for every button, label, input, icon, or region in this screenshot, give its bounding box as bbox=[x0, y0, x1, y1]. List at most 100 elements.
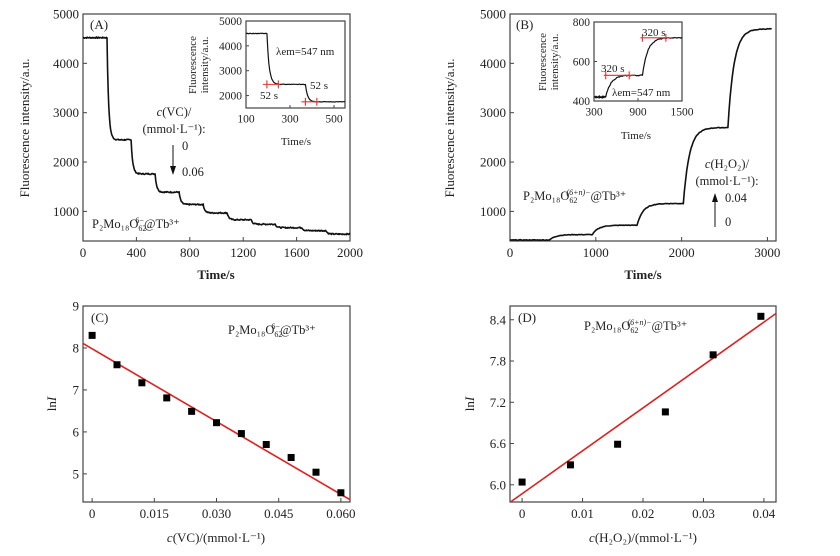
x-tick-label: 2000 bbox=[669, 245, 695, 260]
x-tick-label: 300 bbox=[585, 107, 603, 119]
x-tick-label: 1200 bbox=[230, 245, 256, 260]
panel-d: 0 0.01 0.02 0.03 0.04 6.0 6.6 7.2 7.8 8.4 (D) P₂M… bbox=[462, 305, 777, 545]
panel-b-inset: 300 900 1500 400 600 800 Fluorescence intensi… bbox=[537, 17, 694, 142]
y-tick-label: 4000 bbox=[480, 56, 506, 71]
y-tick-label: 8.4 bbox=[490, 312, 507, 327]
panel-b-inset-response-marks bbox=[603, 33, 672, 80]
x-tick-label: 500 bbox=[325, 114, 343, 126]
y-tick-label: 1000 bbox=[480, 204, 506, 219]
panel-d-frame bbox=[509, 305, 777, 503]
x-tick-label: 0.060 bbox=[326, 506, 355, 521]
x-tick-label: 0 bbox=[519, 506, 526, 521]
y-tick-label: 2000 bbox=[219, 91, 242, 103]
panel-c-species-label: P₂Mo₁₈O626−@Tb³⁺ bbox=[228, 322, 316, 339]
panel-a-inset-trace bbox=[245, 32, 345, 103]
x-tick-label: 0 bbox=[89, 506, 96, 521]
x-tick-label: 1500 bbox=[671, 107, 694, 119]
y-tick-label: 2000 bbox=[53, 155, 79, 170]
panel-b-inset-ticks: 300 900 1500 400 600 800 bbox=[573, 17, 694, 118]
panel-a-conc-start: 0 bbox=[182, 139, 188, 153]
y-tick-label: 6.6 bbox=[490, 436, 507, 451]
y-tick-label: 4000 bbox=[219, 41, 242, 53]
panel-d-ticks: 0 0.01 0.02 0.03 0.04 6.0 6.6 7.2 7.8 8.4 bbox=[490, 312, 776, 521]
y-tick-label: 9 bbox=[73, 299, 80, 314]
x-tick-label: 800 bbox=[180, 245, 200, 260]
panel-a-inset-response-1: 52 s bbox=[260, 90, 278, 102]
panel-c-ylabel: lnI bbox=[44, 396, 59, 411]
data-point bbox=[163, 394, 171, 402]
panel-b-trace bbox=[509, 27, 772, 242]
data-point bbox=[757, 312, 765, 320]
x-tick-label: 0.03 bbox=[692, 506, 715, 521]
x-tick-label: 0.030 bbox=[202, 506, 231, 521]
data-point bbox=[88, 331, 96, 339]
panel-d-tag: (D) bbox=[518, 310, 536, 325]
panel-d-points bbox=[518, 312, 765, 486]
panel-b-xlabel: Time/s bbox=[624, 267, 661, 282]
data-point bbox=[614, 440, 622, 448]
panel-a-tag: (A) bbox=[90, 17, 108, 32]
data-point bbox=[287, 454, 295, 462]
panel-d-fit-line bbox=[510, 312, 777, 503]
data-point bbox=[213, 419, 220, 427]
panel-d-xlabel: c(H₂O₂)/(mmol·L⁻¹) bbox=[589, 530, 697, 545]
x-tick-label: 0.045 bbox=[264, 506, 293, 521]
data-point bbox=[113, 361, 121, 369]
x-tick-label: 2000 bbox=[337, 245, 363, 260]
panel-b-ylabel: Fluorescence intensity/a.u. bbox=[442, 59, 457, 198]
panel-a-species-label: P₂Mo₁₈O626−@Tb³⁺ bbox=[92, 216, 180, 233]
y-tick-label: 6.0 bbox=[490, 477, 506, 492]
data-point bbox=[237, 430, 245, 438]
y-tick-label: 6 bbox=[73, 424, 80, 439]
data-point bbox=[709, 351, 717, 359]
panel-b-tag: (B) bbox=[516, 17, 533, 32]
panel-a-xlabel: Time/s bbox=[197, 267, 234, 282]
panel-c: 0 0.015 0.030 0.045 0.060 5 6 7 8 9 (C) P₂Mo₁₈O62… bbox=[44, 299, 356, 545]
y-tick-label: 600 bbox=[573, 57, 591, 69]
data-point bbox=[661, 408, 669, 416]
data-point bbox=[312, 468, 320, 476]
y-tick-label: 1000 bbox=[53, 204, 79, 219]
panel-b-up-arrow-icon bbox=[712, 193, 718, 227]
panel-d-species-label: P₂Mo₁₈O62(6+n)−@Tb³⁺ bbox=[584, 318, 687, 335]
panel-b-inset-wavelength: λem=547 nm bbox=[612, 87, 671, 99]
data-point bbox=[337, 489, 345, 497]
panel-a-inset-response-2: 52 s bbox=[310, 80, 328, 92]
panel-b-conc-end: 0.04 bbox=[725, 191, 748, 205]
x-tick-label: 900 bbox=[629, 107, 647, 119]
panel-d-ylabel: lnI bbox=[462, 396, 477, 411]
x-tick-label: 0.02 bbox=[632, 506, 655, 521]
x-tick-label: 100 bbox=[237, 114, 255, 126]
panel-c-points bbox=[88, 331, 345, 497]
panel-a-inset-response-marks bbox=[262, 80, 319, 106]
panel-b-inset-response-1: 320 s bbox=[601, 63, 625, 75]
panel-b-conc-label-rest: (H₂O₂)/ bbox=[710, 157, 749, 171]
panel-a: 0 400 800 1200 1600 200010002000300040005000 … bbox=[17, 7, 363, 282]
x-tick-label: 0.01 bbox=[571, 506, 594, 521]
x-tick-label: 300 bbox=[281, 114, 299, 126]
y-tick-label: 8 bbox=[73, 341, 80, 356]
panel-c-tag: (C) bbox=[91, 310, 108, 325]
data-point bbox=[138, 379, 146, 387]
data-point bbox=[518, 478, 526, 486]
panel-a-inset-xlabel: Time/s bbox=[281, 136, 311, 148]
panel-a-inset-wavelength: λem=547 nm bbox=[276, 46, 335, 58]
panel-a-trace bbox=[82, 36, 351, 236]
panel-a-inset-ticks: 100 300 500 2000 3000 4000 5000 bbox=[219, 16, 343, 125]
x-tick-label: 0 bbox=[507, 245, 514, 260]
panel-b-conc-label-2: (mmol·L⁻¹): bbox=[695, 174, 758, 188]
panel-b-frame bbox=[509, 13, 777, 242]
x-tick-label: 400 bbox=[127, 245, 147, 260]
data-point bbox=[188, 407, 196, 415]
panel-a-ylabel: Fluorescence intensity/a.u. bbox=[17, 59, 32, 198]
panel-a-conc-label-1: c(VC)/ bbox=[157, 105, 192, 119]
panel-a-conc-label-rest: (VC)/ bbox=[162, 105, 192, 119]
y-tick-label: 7 bbox=[73, 382, 80, 397]
y-tick-label: 5000 bbox=[480, 7, 506, 22]
y-tick-label: 5 bbox=[73, 466, 80, 481]
y-tick-label: 800 bbox=[573, 17, 591, 29]
x-tick-label: 3000 bbox=[754, 245, 780, 260]
